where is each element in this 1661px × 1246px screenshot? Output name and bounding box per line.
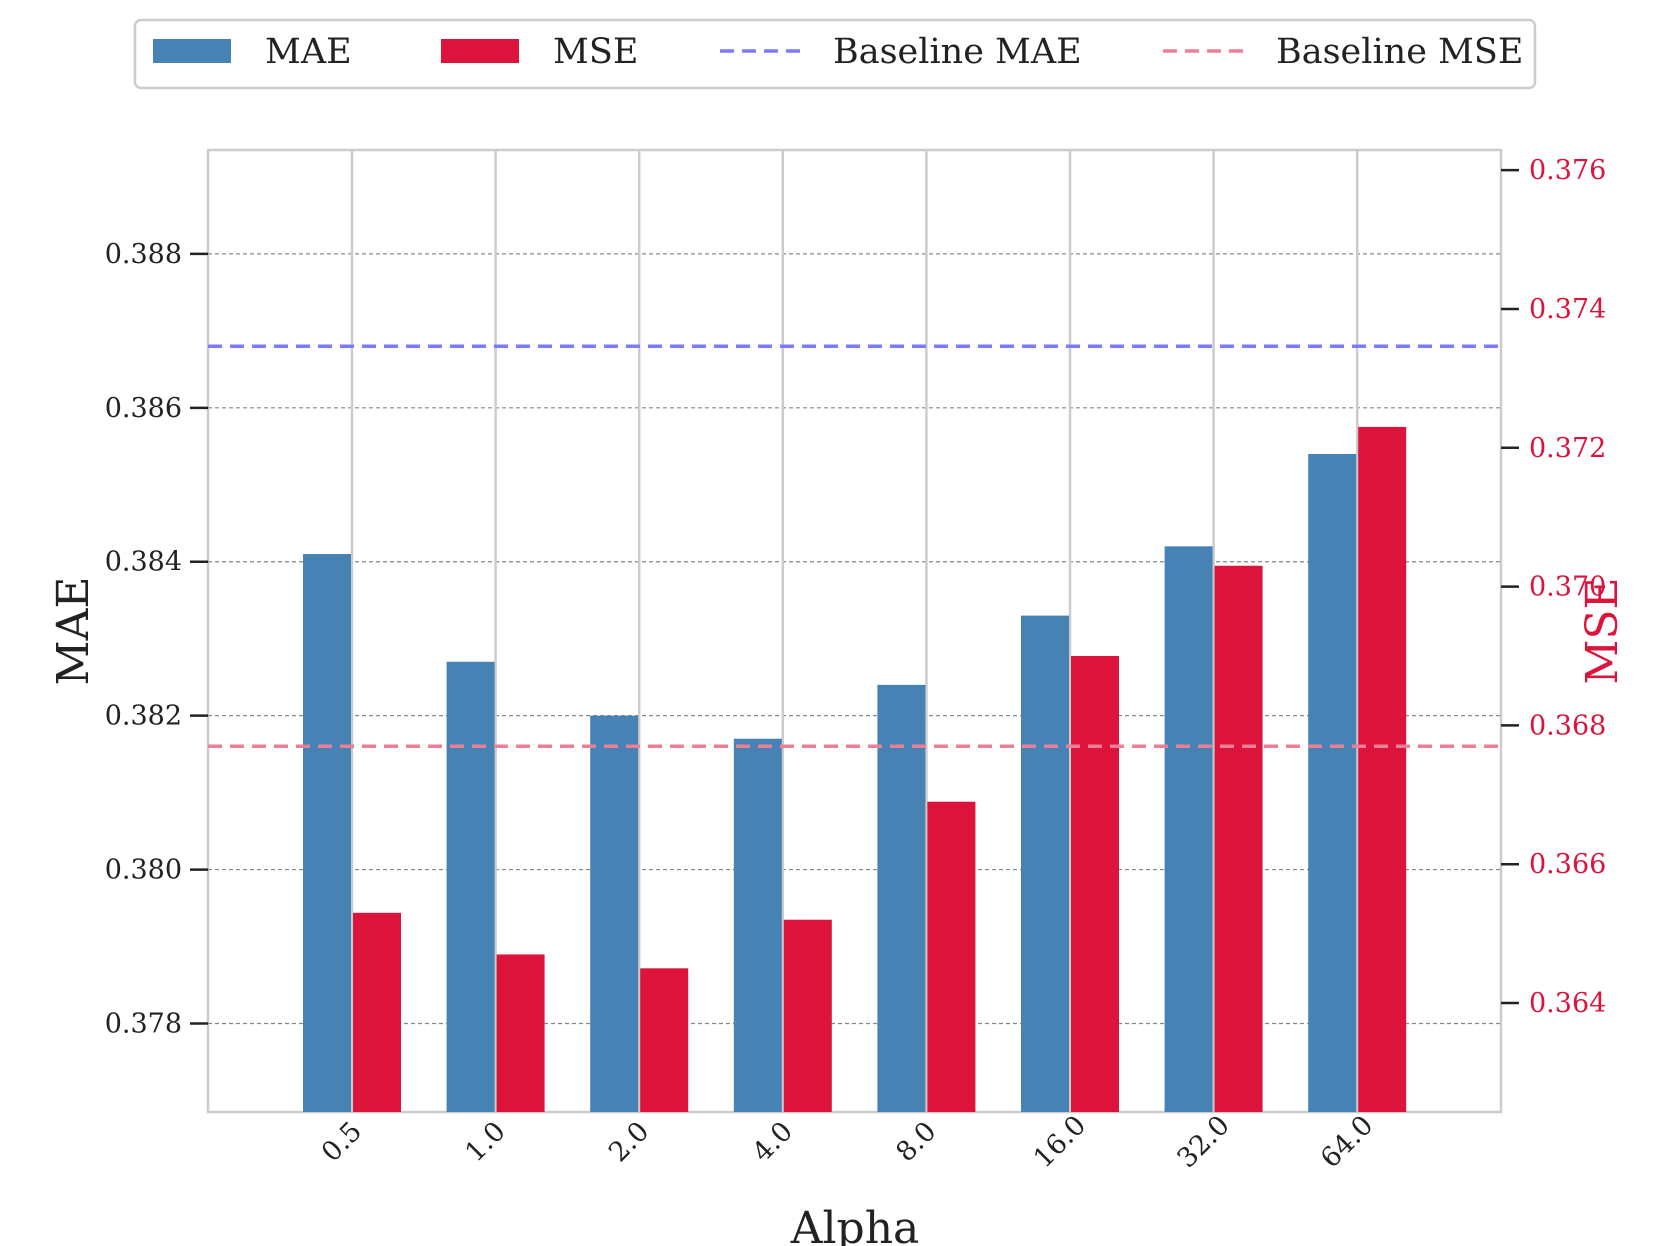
x-axis-label: Alpha (790, 1203, 920, 1246)
y2-tick-label: 0.368 (1529, 710, 1606, 741)
y-tick-label: 0.380 (105, 855, 182, 886)
x-tick-label: 1.0 (459, 1116, 511, 1168)
bar-mse (1071, 655, 1119, 1112)
bar-mse (1358, 426, 1407, 1112)
y-tick-label: 0.388 (105, 239, 182, 270)
x-tick-label: 16.0 (1028, 1110, 1092, 1174)
bar-mse (640, 968, 689, 1112)
legend-frame (133, 18, 1537, 90)
legend-swatch-mse (441, 39, 519, 63)
bar-mae (1308, 453, 1357, 1112)
plot-area (206, 148, 1503, 1114)
bar-mae (877, 684, 926, 1112)
y2-tick-label: 0.364 (1529, 988, 1606, 1019)
x-tick-label: 4.0 (747, 1116, 799, 1168)
legend: MAE MSE Baseline MAE Baseline MSE (133, 18, 1537, 90)
y-tick-label: 0.382 (105, 701, 182, 732)
y2-axis-label: MSE (1577, 577, 1628, 684)
y2-tick-label: 0.374 (1529, 294, 1606, 325)
bar-mse (927, 801, 976, 1112)
y2-tick-label: 0.366 (1529, 849, 1606, 880)
y2-tick-label: 0.370 (1529, 572, 1606, 603)
y-tick-label: 0.384 (105, 547, 182, 578)
x-tick-label: 8.0 (890, 1116, 942, 1168)
legend-label-baseline-mae: Baseline MAE (833, 32, 1082, 72)
x-tick-label: 32.0 (1171, 1110, 1235, 1174)
bar-mae (303, 554, 351, 1112)
bar-mse (783, 919, 832, 1112)
left-axis: 0.378 0.380 0.382 0.384 0.386 0.388 (105, 239, 208, 1039)
bar-mse (1214, 565, 1263, 1112)
x-tick-label: 2.0 (603, 1116, 655, 1168)
legend-label-mae: MAE (265, 32, 352, 72)
y2-tick-label: 0.372 (1529, 433, 1606, 464)
bars (303, 426, 1407, 1112)
legend-swatch-mae (153, 39, 231, 63)
bar-mse (496, 954, 545, 1112)
x-tick-label: 64.0 (1315, 1110, 1379, 1174)
category-grid-lines (350, 150, 1359, 1112)
bar-mae (446, 661, 495, 1112)
bar-mae (733, 738, 782, 1112)
bar-mae (1021, 615, 1069, 1112)
legend-label-mse: MSE (553, 32, 638, 72)
y-axis-label: MAE (48, 577, 99, 686)
legend-label-baseline-mse: Baseline MSE (1276, 32, 1523, 72)
y2-tick-label: 0.376 (1529, 155, 1606, 186)
bar-mse (353, 912, 401, 1112)
bar-mae (1164, 546, 1213, 1112)
bar-mae (590, 715, 639, 1112)
baselines (208, 344, 1501, 748)
y-tick-label: 0.378 (105, 1008, 182, 1039)
x-axis: 0.5 1.0 2.0 4.0 8.0 16.0 32.0 64.0 (316, 1110, 1380, 1174)
grid-lines (208, 253, 1501, 1025)
right-axis: 0.364 0.366 0.368 0.370 0.372 0.374 0.376 (1501, 155, 1606, 1019)
y-tick-label: 0.386 (105, 393, 182, 424)
x-tick-label: 0.5 (316, 1116, 368, 1168)
